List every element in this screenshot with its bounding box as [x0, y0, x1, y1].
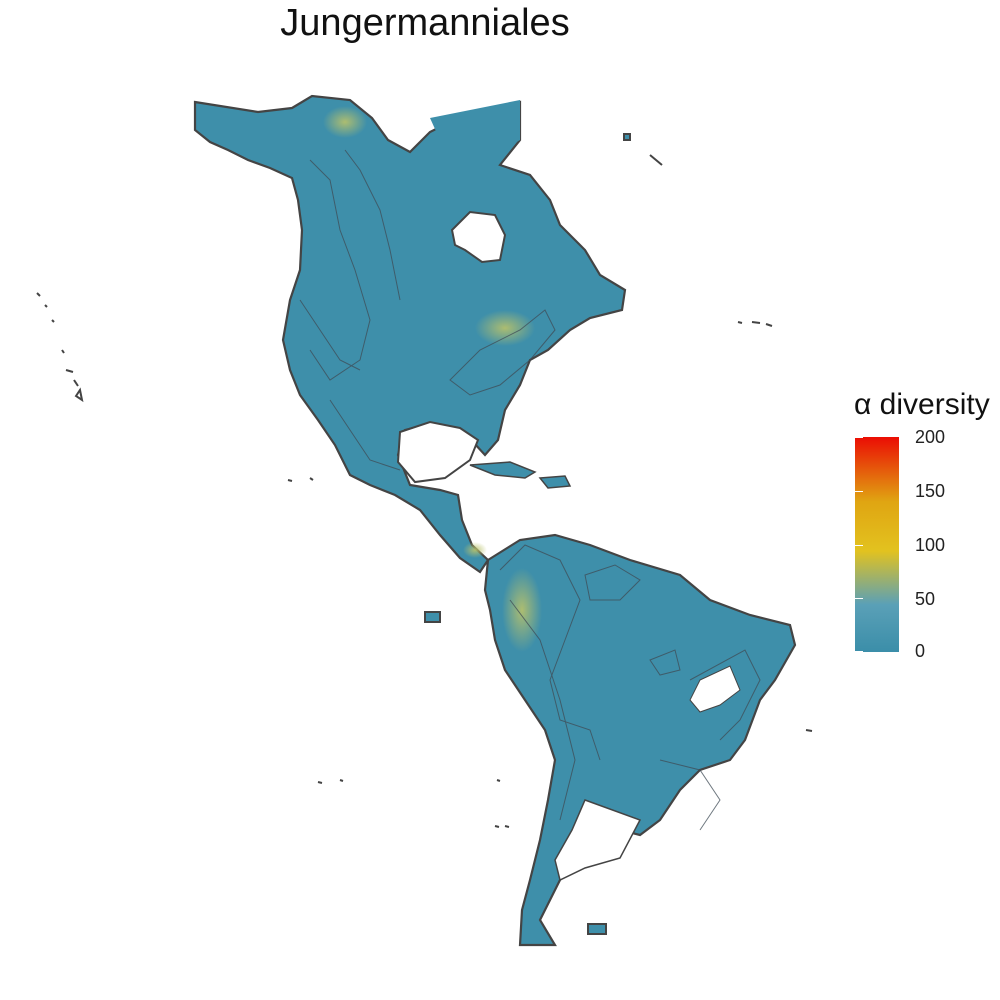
north-america-landmass — [193, 94, 627, 574]
legend-tick-label: 200 — [915, 427, 946, 447]
biome-contours — [299, 149, 761, 831]
legend-tick-label: 150 — [915, 481, 946, 501]
gulf-of-mexico — [396, 420, 480, 484]
legend-color-bar — [855, 437, 899, 652]
map-title: Jungermanniales — [280, 2, 570, 44]
legend-tick-label: 0 — [915, 641, 926, 661]
hotspot-andes — [502, 568, 542, 652]
hotspot-alaska — [323, 106, 367, 138]
hudson-bay — [450, 210, 507, 264]
legend-tickmark — [855, 437, 863, 438]
legend-tickmark — [855, 598, 863, 599]
hispaniola-island — [538, 475, 572, 489]
hotspot-central-america — [463, 542, 487, 558]
legend-tickmark — [855, 545, 863, 546]
cuba-island — [469, 461, 537, 479]
southern-gap — [554, 799, 642, 882]
legend-tickmark — [855, 491, 863, 492]
legend-tick-label: 50 — [915, 589, 936, 609]
hawaii-islands — [36, 292, 84, 403]
greenland-fragment — [430, 100, 520, 152]
legend-tickmark — [855, 651, 863, 652]
inland-gap — [689, 665, 741, 713]
hotspot-appalachia — [475, 310, 535, 346]
small-islands — [287, 133, 813, 935]
legend-tick-label: 100 — [915, 535, 946, 555]
legend-title: α diversity — [854, 388, 990, 421]
